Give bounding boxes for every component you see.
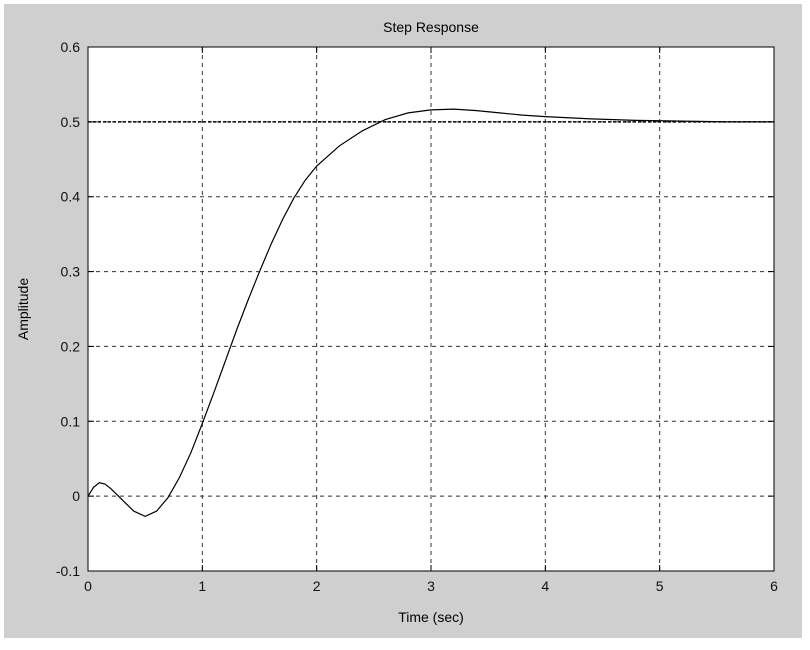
y-tick-label: 0.4 [61,189,81,205]
y-tick-label: 0.2 [61,338,81,354]
x-tick-label: 5 [656,578,664,594]
plot-area [87,46,775,572]
x-tick-label: 3 [427,578,435,594]
x-tick-labels: 0 1 2 3 4 5 6 [84,578,778,594]
y-tick-label: 0.6 [61,39,81,55]
chart-title: Step Response [383,19,479,35]
x-tick-label: 0 [84,578,92,594]
y-tick-label: 0.1 [61,413,81,429]
x-axis-label: Time (sec) [398,609,464,625]
y-axis-label: Amplitude [15,278,31,340]
y-tick-labels: -0.1 0 0.1 0.2 0.3 0.4 0.5 0.6 [56,39,80,579]
y-tick-label: 0.3 [61,264,81,280]
x-tick-label: 4 [541,578,549,594]
step-response-curve [87,108,774,518]
y-tick-label: 0.5 [61,114,81,130]
series-layer [87,108,774,518]
x-tick-label: 2 [313,578,321,594]
y-tick-label: 0 [72,488,80,504]
x-tick-label: 6 [770,578,778,594]
y-tick-label: -0.1 [56,563,80,579]
x-tick-label: 1 [198,578,206,594]
tick-marks [87,46,775,572]
